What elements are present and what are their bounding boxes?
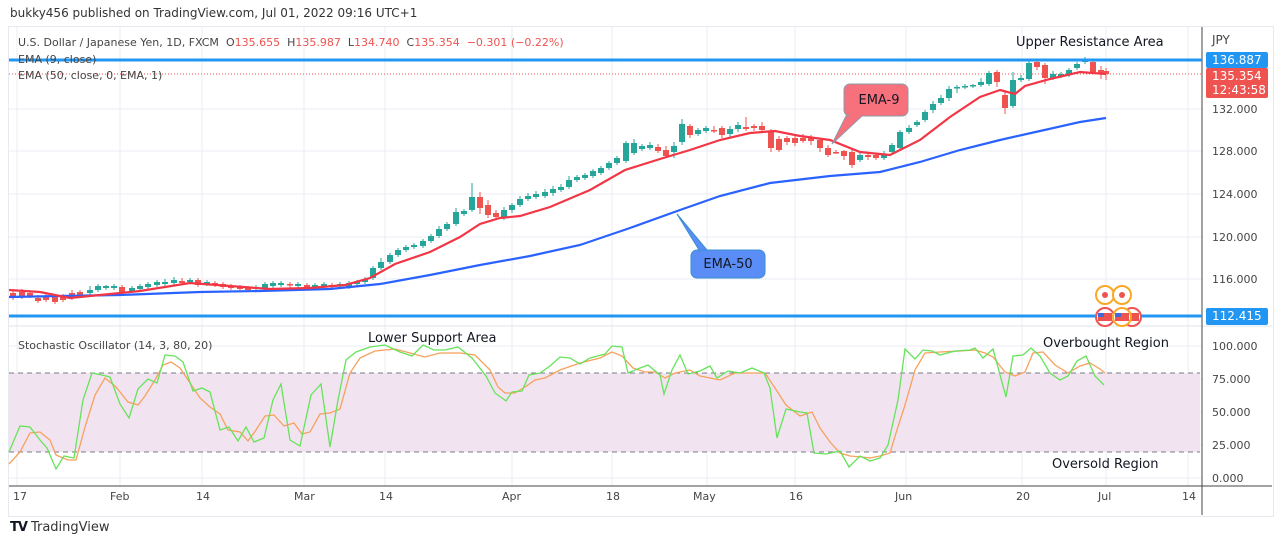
ema9-callout-text: EMA-9 [858,92,900,108]
symbol-name: U.S. Dollar / Japanese Yen, 1D, FXCM [18,36,219,49]
stoch-k-line [8,344,1105,471]
ema9-line [8,70,1107,300]
stoch-band-fill [9,373,1200,452]
bar-countdown: 12:43:58 [1212,83,1266,97]
time-tick: 14 [1182,490,1196,503]
overbought-label: Overbought Region [1043,336,1169,351]
open-value: 135.655 [234,36,281,49]
stoch-tick: 25.000 [1212,439,1251,452]
tradingview-logo[interactable]: TV TradingView [10,520,109,535]
currency-label: JPY [1212,33,1230,47]
event-markers[interactable] [1095,285,1142,327]
last-price-tag: 135.354 12:43:58 [1206,68,1268,98]
oversold-label: Oversold Region [1052,457,1159,472]
resistance-price-tag: 136.887 [1206,52,1268,68]
low-value: 134.740 [354,36,400,49]
candlesticks [10,57,1109,304]
support-price-tag: 112.415 [1206,308,1268,325]
time-tick: 17 [13,490,27,503]
ema9-callout-bubble[interactable] [831,83,909,145]
time-tick: 18 [606,490,620,503]
publisher-line: bukky456 published on TradingView.com, J… [10,6,418,20]
price-tick: 120.000 [1212,231,1258,244]
price-tick: 132.000 [1212,103,1258,116]
stoch-tick: 0.000 [1212,472,1244,485]
time-tick: 14 [196,490,210,503]
tradingview-brand: TradingView [30,520,110,535]
stoch-tick: 50.000 [1212,406,1251,419]
ema9-legend[interactable]: EMA (9, close) [18,53,97,66]
price-tick: 116.000 [1212,273,1258,286]
time-tick: Apr [502,490,522,503]
high-value: 135.987 [295,36,341,49]
time-tick: Jul [1098,490,1112,503]
tradingview-mark-icon: TV [10,520,28,535]
time-tick: May [693,490,716,503]
time-tick: Mar [294,490,315,503]
stoch-d-line [8,348,1106,465]
lower-support-label: Lower Support Area [368,331,497,346]
change-value: −0.301 (−0.22%) [466,36,564,49]
time-tick: 14 [379,490,393,503]
ema50-legend[interactable]: EMA (50, close, 0, EMA, 1) [18,69,163,82]
time-tick: Jun [895,490,913,503]
close-value: 135.354 [414,36,460,49]
stoch-tick: 75.000 [1212,373,1251,386]
price-tick: 128.000 [1212,145,1258,158]
ema50-line [8,116,1107,299]
price-tick: 124.000 [1212,188,1258,201]
ema50-callout-bubble[interactable] [676,213,766,279]
stoch-legend[interactable]: Stochastic Oscillator (14, 3, 80, 20) [18,339,213,352]
ema50-callout-text: EMA-50 [703,256,753,272]
symbol-legend: U.S. Dollar / Japanese Yen, 1D, FXCM O13… [18,36,564,49]
time-tick: 20 [1016,490,1030,503]
upper-resistance-label: Upper Resistance Area [1016,35,1164,50]
time-tick: 16 [789,490,803,503]
stoch-tick: 100.000 [1212,340,1258,353]
time-tick: Feb [110,490,130,503]
last-price-value: 135.354 [1212,69,1262,83]
